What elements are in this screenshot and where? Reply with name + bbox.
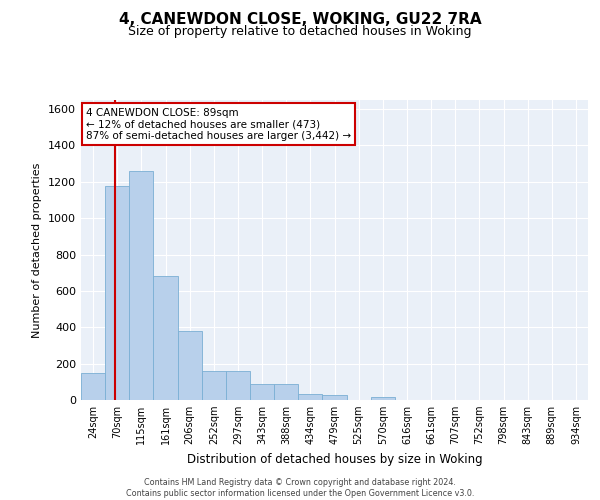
Bar [298, 394, 322, 400]
Bar [371, 398, 395, 400]
Bar [178, 331, 202, 400]
Bar [322, 396, 347, 400]
Text: 4, CANEWDON CLOSE, WOKING, GU22 7RA: 4, CANEWDON CLOSE, WOKING, GU22 7RA [119, 12, 481, 28]
Bar [129, 171, 154, 400]
Bar [105, 186, 129, 400]
Bar [81, 372, 105, 400]
Y-axis label: Number of detached properties: Number of detached properties [32, 162, 43, 338]
Bar [226, 371, 250, 400]
Bar [154, 276, 178, 400]
Bar [250, 384, 274, 400]
Bar [202, 371, 226, 400]
X-axis label: Distribution of detached houses by size in Woking: Distribution of detached houses by size … [187, 452, 482, 466]
Text: Contains HM Land Registry data © Crown copyright and database right 2024.
Contai: Contains HM Land Registry data © Crown c… [126, 478, 474, 498]
Text: 4 CANEWDON CLOSE: 89sqm
← 12% of detached houses are smaller (473)
87% of semi-d: 4 CANEWDON CLOSE: 89sqm ← 12% of detache… [86, 108, 351, 140]
Text: Size of property relative to detached houses in Woking: Size of property relative to detached ho… [128, 25, 472, 38]
Bar [274, 384, 298, 400]
